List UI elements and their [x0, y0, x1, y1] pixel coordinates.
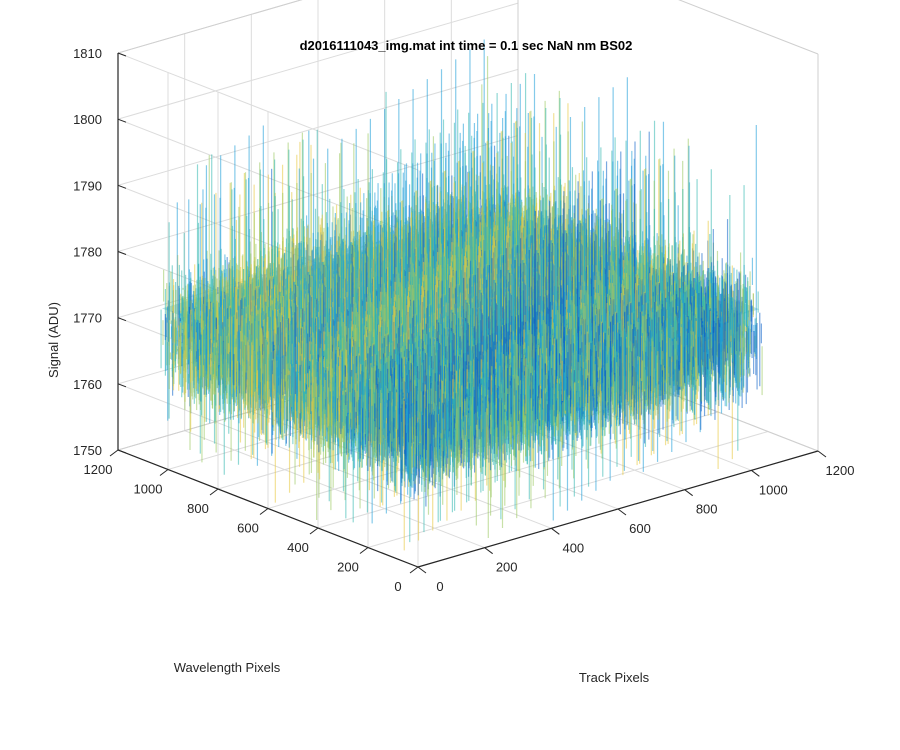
grid-line-z-back — [117, 68, 519, 186]
surface-spike — [300, 360, 303, 427]
grid-line-z-back — [117, 135, 519, 252]
surface-spike — [160, 269, 165, 369]
surface-spike — [239, 331, 244, 420]
surface-spike — [174, 202, 178, 361]
grid-line-z-back — [117, 2, 519, 120]
surface-mesh — [160, 39, 763, 551]
box-edge — [678, 0, 819, 55]
box-edge — [117, 0, 303, 54]
surface-spike — [165, 222, 170, 419]
surface-spike — [171, 312, 174, 379]
